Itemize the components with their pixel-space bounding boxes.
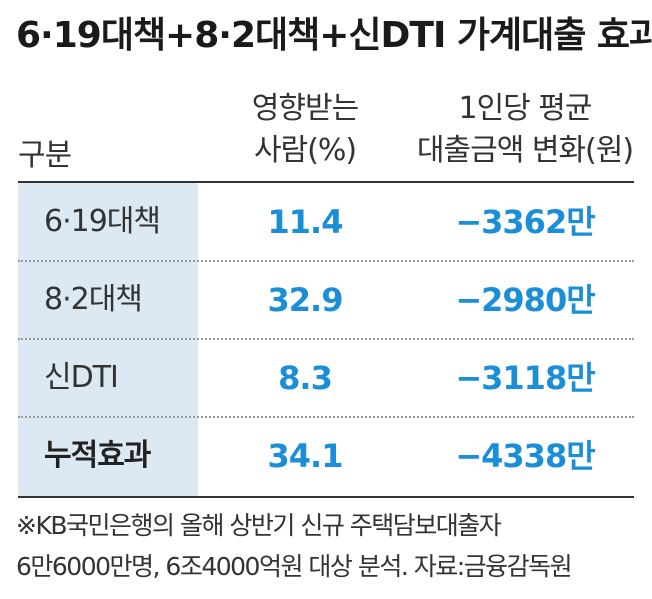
header-affected: 영향받는 사람(%) — [205, 88, 405, 172]
header-affected-line2: 사람(%) — [253, 133, 357, 168]
table-bottom-rule — [18, 496, 634, 498]
row-loan-change: −3118만 — [455, 359, 595, 397]
row-loan-change: −4338만 — [455, 437, 595, 475]
header-loan-line2: 대출금액 변화(원) — [416, 133, 634, 168]
row-category: 8·2대책 — [44, 282, 143, 317]
row-affected-pct: 11.4 — [267, 203, 344, 241]
table-row: 누적효과 34.1 −4338만 — [18, 417, 634, 495]
header-category: 구분 — [18, 135, 72, 177]
row-affected-pct: 8.3 — [278, 359, 333, 397]
row-separator — [18, 416, 634, 418]
table-row: 8·2대책 32.9 −2980만 — [18, 261, 634, 339]
header-affected-line1: 영향받는 — [251, 91, 359, 126]
row-affected-pct: 32.9 — [267, 281, 344, 319]
row-separator — [18, 338, 634, 340]
table-row: 신DTI 8.3 −3118만 — [18, 339, 634, 417]
chart-title: 6·19대책+8·2대책+신DTI 가계대출 효과 — [16, 15, 652, 56]
header-loan-line1: 1인당 평균 — [458, 91, 592, 126]
header-category-label: 구분 — [18, 138, 72, 173]
row-separator — [18, 260, 634, 262]
table-top-rule — [18, 181, 634, 183]
row-category: 누적효과 — [44, 438, 151, 473]
footnote-line-2: 6만6000만명, 6조4000억원 대상 분석. 자료:금융감독원 — [16, 552, 573, 581]
table-row: 6·19대책 11.4 −3362만 — [18, 183, 634, 261]
header-loan-change: 1인당 평균 대출금액 변화(원) — [400, 88, 650, 172]
row-affected-pct: 34.1 — [267, 437, 344, 475]
footnote-line-1: ※KB국민은행의 올해 상반기 신규 주택담보대출자 — [16, 511, 502, 540]
row-category: 신DTI — [44, 360, 119, 395]
row-loan-change: −3362만 — [455, 203, 595, 241]
row-category: 6·19대책 — [44, 204, 161, 239]
row-loan-change: −2980만 — [455, 281, 595, 319]
